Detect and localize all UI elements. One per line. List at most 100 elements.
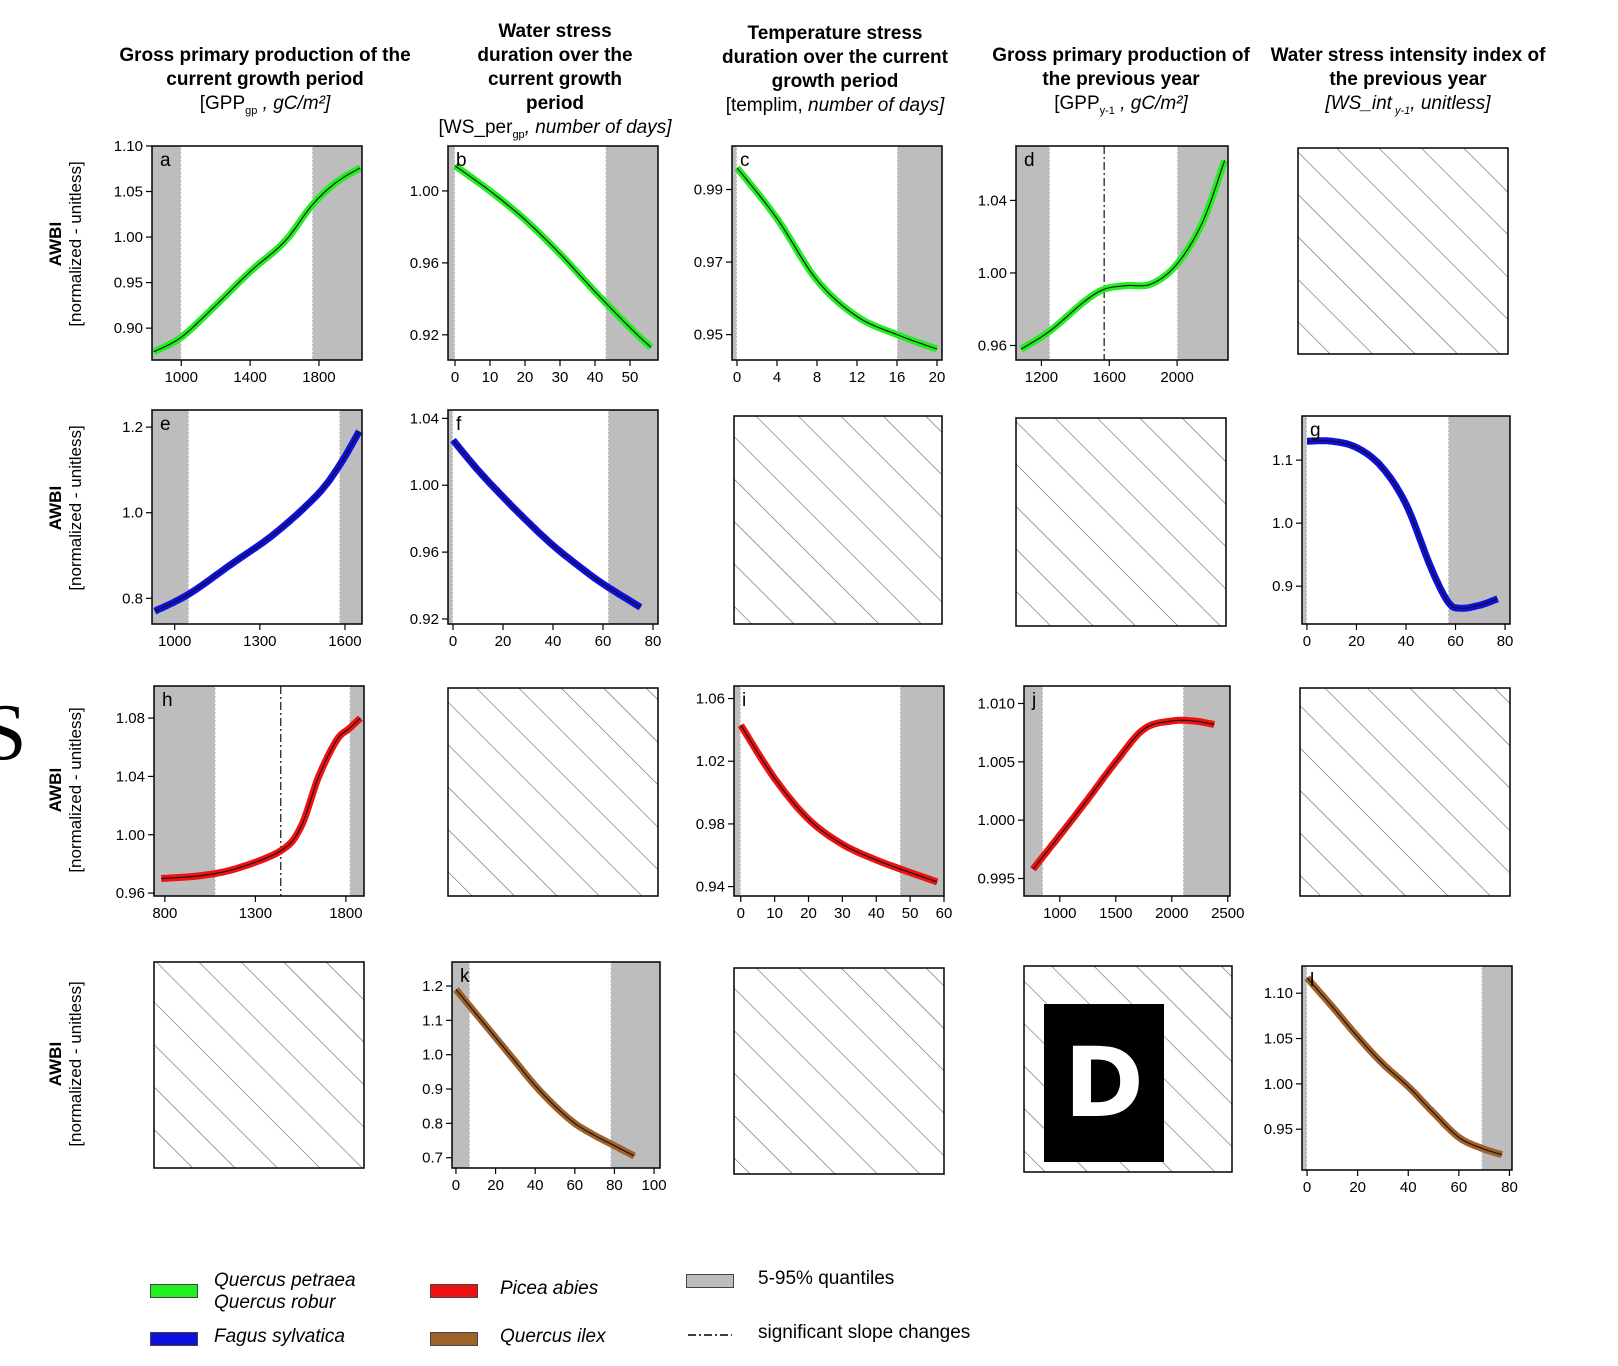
panel-c: c 0 4 8 12 16 20 0.95 0.97 0.99 <box>694 145 946 386</box>
xtick-label-f: 40 <box>545 633 562 650</box>
empty-panel-7 <box>733 967 945 1175</box>
ytick-label-c: 0.99 <box>694 182 723 199</box>
line-i <box>740 724 938 883</box>
ytick-label-l: 0.95 <box>1264 1121 1293 1138</box>
frame-i <box>733 685 945 897</box>
col-unit-3: [templim, number of days] <box>725 95 945 116</box>
xtick-label-e: 1300 <box>243 633 276 650</box>
col-title-1: Gross primary production of the current … <box>110 44 420 123</box>
ytick-label-g: 1.0 <box>1272 515 1293 532</box>
panel-letter-e: e <box>160 414 171 435</box>
panel-letter-g: g <box>1310 420 1321 441</box>
ytick-label-k: 0.9 <box>422 1081 443 1098</box>
ytick-label-d: 1.04 <box>978 192 1007 209</box>
panel-k: k 0 20 40 60 80 100 0.7 0.8 0.9 1.0 1.1 1.2 <box>422 961 667 1194</box>
ytick-label-g: 0.9 <box>1272 578 1293 595</box>
panel-letter-h: h <box>162 690 173 711</box>
xtick-label-e: 1000 <box>158 633 191 650</box>
ytick-label-i: 1.06 <box>696 691 725 708</box>
col-title-1-text: Gross primary production of the current … <box>119 45 411 90</box>
frame-d <box>1015 145 1229 361</box>
ytick-label-f: 1.00 <box>410 477 439 494</box>
xtick-label-f: 20 <box>495 633 512 650</box>
ytick-label-l: 1.10 <box>1264 985 1293 1002</box>
line-d <box>1020 160 1226 350</box>
ytick-label-f: 1.04 <box>410 410 439 427</box>
ytick-label-k: 1.0 <box>422 1047 443 1064</box>
xtick-label-c: 20 <box>929 369 946 386</box>
legend-label-fs: Fagus sylvatica <box>214 1326 345 1347</box>
xtick-label-i: 10 <box>766 905 783 922</box>
xtick-label-k: 80 <box>606 1177 623 1194</box>
xtick-label-l: 40 <box>1400 1179 1417 1196</box>
quantile-low-e <box>152 410 189 624</box>
ytick-label-h: 1.08 <box>116 710 145 727</box>
xtick-label-d: 1600 <box>1093 369 1126 386</box>
ytick-label-h: 1.00 <box>116 827 145 844</box>
line-f <box>452 439 641 608</box>
frame-k <box>451 961 661 1169</box>
ytick-label-k: 0.8 <box>422 1115 443 1132</box>
col-unit-4: [GPPy-1 , gC/m²] <box>1054 93 1188 117</box>
panel-g: g 0 20 40 60 80 0.9 1.0 1.1 <box>1272 415 1513 650</box>
panel-letter-j: j <box>1031 690 1036 711</box>
xtick-label-i: 30 <box>834 905 851 922</box>
xtick-label-h: 1800 <box>329 905 362 922</box>
ytick-label-e: 1.2 <box>122 419 143 436</box>
empty-panel-6 <box>153 961 365 1169</box>
xtick-label-b: 40 <box>587 369 604 386</box>
quantile-high-e <box>339 410 362 624</box>
ytick-label-i: 0.94 <box>696 879 725 896</box>
legend-swatch-pa <box>430 1284 478 1298</box>
edge-letter: S <box>0 689 27 777</box>
panel-letter-l: l <box>1310 970 1314 991</box>
ytick-label-b: 0.92 <box>410 327 439 344</box>
frame-l <box>1301 965 1513 1171</box>
legend-label-qp-2: Quercus robur <box>214 1292 336 1313</box>
col-title-2-text: Water stress duration over the current g… <box>477 21 633 114</box>
ytick-label-a: 1.10 <box>114 138 143 155</box>
ytick-label-d: 0.96 <box>978 337 1007 354</box>
legend-label-qi: Quercus ilex <box>500 1326 606 1347</box>
xtick-label-j: 1500 <box>1099 905 1132 922</box>
xtick-label-e: 1600 <box>328 633 361 650</box>
line-g <box>1307 440 1498 609</box>
legend-label-pa: Picea abies <box>500 1278 599 1299</box>
xtick-label-b: 30 <box>552 369 569 386</box>
d-stamp: D <box>1044 1004 1164 1162</box>
frame-h <box>153 685 365 897</box>
quantile-low-a <box>152 146 182 360</box>
quantile-high-l <box>1481 966 1512 1170</box>
xtick-label-c: 0 <box>733 369 741 386</box>
xtick-label-l: 80 <box>1501 1179 1518 1196</box>
panel-b: b 0 10 20 30 40 50 0.92 0.96 1.00 <box>410 145 659 386</box>
panel-letter-f: f <box>456 414 462 435</box>
col-title-3: Temperature stress duration over the cur… <box>690 22 980 118</box>
empty-panel-4 <box>447 687 659 897</box>
xtick-label-d: 2000 <box>1160 369 1193 386</box>
ytick-label-h: 1.04 <box>116 768 145 785</box>
ytick-label-e: 1.0 <box>122 505 143 522</box>
xtick-label-g: 40 <box>1398 633 1415 650</box>
ytick-label-a: 0.90 <box>114 320 143 337</box>
frame-c <box>731 145 943 361</box>
xtick-label-j: 2000 <box>1155 905 1188 922</box>
xtick-label-g: 20 <box>1348 633 1365 650</box>
ytick-label-j: 1.000 <box>977 812 1015 829</box>
ytick-label-j: 1.005 <box>977 754 1015 771</box>
ytick-label-l: 1.00 <box>1264 1076 1293 1093</box>
legend-label-qp-1: Quercus petraea <box>214 1270 356 1291</box>
legend-swatch-qi <box>430 1332 478 1346</box>
xtick-label-b: 10 <box>482 369 499 386</box>
line-b <box>454 165 652 348</box>
quantile-low-j <box>1024 686 1044 896</box>
quantile-low-l <box>1302 966 1308 1170</box>
xtick-label-h: 1300 <box>239 905 272 922</box>
xtick-label-c: 12 <box>849 369 866 386</box>
xtick-label-k: 60 <box>566 1177 583 1194</box>
panel-l: l 0 20 40 60 80 0.95 1.00 1.05 1.10 <box>1264 965 1518 1196</box>
xtick-label-c: 4 <box>773 369 781 386</box>
ytick-label-k: 1.1 <box>422 1012 443 1029</box>
xtick-label-k: 40 <box>527 1177 544 1194</box>
xtick-label-i: 50 <box>902 905 919 922</box>
